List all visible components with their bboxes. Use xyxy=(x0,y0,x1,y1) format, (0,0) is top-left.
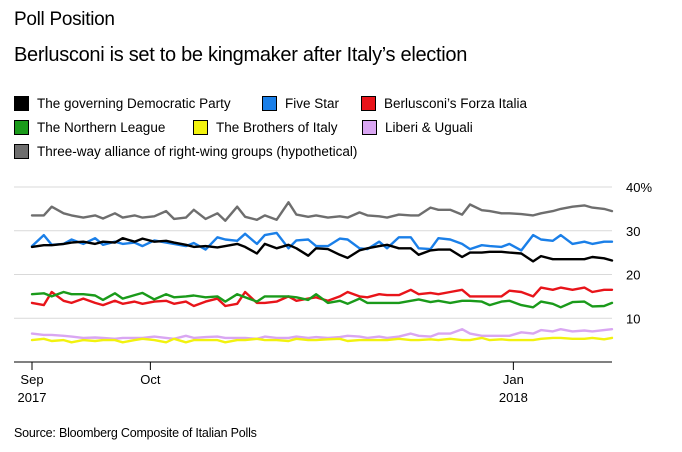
y-tick-label-20: 20 xyxy=(626,268,640,283)
x-tick-label-sep: Sep xyxy=(20,372,43,387)
legend-swatch-pd xyxy=(14,96,29,111)
legend-item-pd: The governing Democratic Party xyxy=(14,96,231,111)
legend-swatch-fi xyxy=(361,96,376,111)
legend-label-lega: The Northern League xyxy=(37,120,166,135)
series-line-pd xyxy=(30,236,614,263)
legend-swatch-fdi xyxy=(193,120,208,135)
x-axis: Sep 2017 Oct Jan 2018 xyxy=(14,361,612,405)
y-tick-label-30: 30 xyxy=(626,224,640,239)
legend-label-fdi: The Brothers of Italy xyxy=(216,120,338,135)
legend-swatch-m5s xyxy=(262,96,277,111)
y-tick-label-10: 10 xyxy=(626,311,640,326)
x-tick-year-2018: 2018 xyxy=(499,390,528,405)
chart-headline: Berlusconi is set to be kingmaker after … xyxy=(14,44,468,66)
legend-swatch-leu xyxy=(362,120,377,135)
legend-label-leu: Liberi & Uguali xyxy=(385,120,473,135)
x-tick-label-oct: Oct xyxy=(140,372,161,387)
series-lines xyxy=(30,201,614,344)
legend-item-m5s: Five Star xyxy=(262,96,339,111)
legend-label-m5s: Five Star xyxy=(285,96,340,111)
legend-item-fdi: The Brothers of Italy xyxy=(193,120,338,135)
legend-swatch-lega xyxy=(14,120,29,135)
y-tick-label-40: 40% xyxy=(626,180,652,195)
legend-swatch-alliance xyxy=(14,144,29,159)
series-line-alliance xyxy=(30,201,614,222)
legend-label-pd: The governing Democratic Party xyxy=(37,96,231,111)
series-line-leu xyxy=(30,328,614,340)
series-line-fdi xyxy=(30,336,614,344)
source-note: Source: Bloomberg Composite of Italian P… xyxy=(14,426,257,440)
series-line-lega xyxy=(30,290,614,309)
legend-item-lega: The Northern League xyxy=(14,120,165,135)
x-tick-label-jan: Jan xyxy=(503,372,524,387)
legend-label-fi: Berlusconi’s Forza Italia xyxy=(384,96,528,111)
legend-item-fi: Berlusconi’s Forza Italia xyxy=(361,96,527,111)
x-tick-year-2017: 2017 xyxy=(18,390,47,405)
legend-item-leu: Liberi & Uguali xyxy=(362,120,473,135)
legend-item-alliance: Three-way alliance of right-wing groups … xyxy=(14,144,357,159)
legend-label-alliance: Three-way alliance of right-wing groups … xyxy=(37,144,358,159)
series-line-m5s xyxy=(30,231,614,252)
chart-kicker: Poll Position xyxy=(14,9,115,30)
y-axis-tick-labels: 10 20 30 40% xyxy=(626,180,652,326)
gridlines xyxy=(14,186,612,319)
